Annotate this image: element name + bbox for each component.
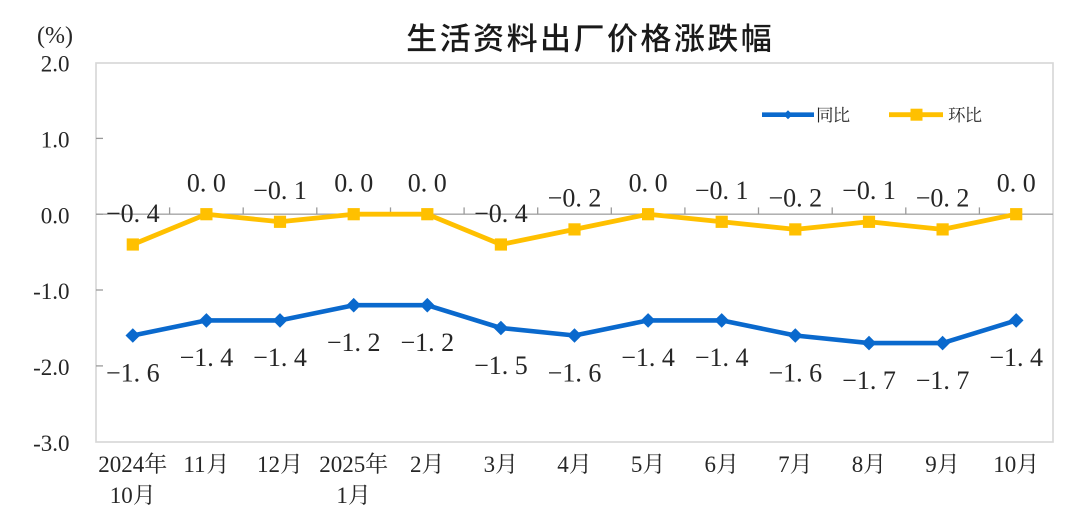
svg-text:-3.0: -3.0: [33, 431, 69, 456]
svg-text:−0. 1: −0. 1: [695, 176, 749, 205]
svg-text:−1. 4: −1. 4: [989, 343, 1043, 372]
svg-text:−1. 7: −1. 7: [916, 366, 970, 395]
svg-text:-1.0: -1.0: [33, 279, 69, 304]
svg-text:4: 4: [557, 452, 569, 477]
svg-text:6: 6: [705, 452, 717, 477]
svg-text:0. 0: 0. 0: [334, 169, 373, 198]
svg-text:1.0: 1.0: [41, 128, 70, 153]
svg-text:−0. 2: −0. 2: [768, 184, 822, 213]
svg-text:−1. 5: −1. 5: [474, 351, 528, 380]
svg-text:11: 11: [183, 452, 205, 477]
svg-text:−0. 2: −0. 2: [548, 184, 602, 213]
svg-text:10: 10: [110, 483, 133, 508]
svg-text:-2.0: -2.0: [33, 355, 69, 380]
svg-text:2.0: 2.0: [41, 52, 70, 77]
svg-text:−1. 6: −1. 6: [106, 358, 160, 387]
svg-text:0. 0: 0. 0: [997, 169, 1036, 198]
svg-text:3: 3: [484, 452, 496, 477]
svg-text:(%): (%): [37, 23, 73, 49]
svg-text:10: 10: [993, 452, 1016, 477]
svg-text:−0. 2: −0. 2: [916, 184, 970, 213]
svg-text:−1. 4: −1. 4: [621, 343, 675, 372]
svg-text:−1. 6: −1. 6: [548, 358, 602, 387]
svg-text:0. 0: 0. 0: [629, 169, 668, 198]
svg-text:−1. 4: −1. 4: [180, 343, 234, 372]
svg-text:−1. 7: −1. 7: [842, 366, 896, 395]
svg-text:5: 5: [631, 452, 643, 477]
svg-text:9: 9: [925, 452, 937, 477]
svg-text:12: 12: [257, 452, 280, 477]
svg-text:8: 8: [852, 452, 864, 477]
svg-text:−1. 4: −1. 4: [253, 343, 307, 372]
svg-text:0.0: 0.0: [41, 203, 70, 228]
svg-text:−1. 4: −1. 4: [695, 343, 749, 372]
svg-text:7: 7: [778, 452, 790, 477]
svg-text:−0. 4: −0. 4: [106, 199, 160, 228]
svg-text:−1. 2: −1. 2: [400, 328, 454, 357]
svg-text:−0. 1: −0. 1: [253, 176, 307, 205]
svg-text:1: 1: [336, 483, 348, 508]
svg-text:−1. 2: −1. 2: [327, 328, 381, 357]
svg-text:−1. 6: −1. 6: [768, 358, 822, 387]
svg-text:0. 0: 0. 0: [187, 169, 226, 198]
svg-text:−0. 1: −0. 1: [842, 176, 896, 205]
svg-text:2024: 2024: [98, 452, 145, 477]
svg-text:2025: 2025: [319, 452, 365, 477]
svg-text:−0. 4: −0. 4: [474, 199, 528, 228]
svg-text:2: 2: [410, 452, 422, 477]
svg-text:0. 0: 0. 0: [408, 169, 447, 198]
